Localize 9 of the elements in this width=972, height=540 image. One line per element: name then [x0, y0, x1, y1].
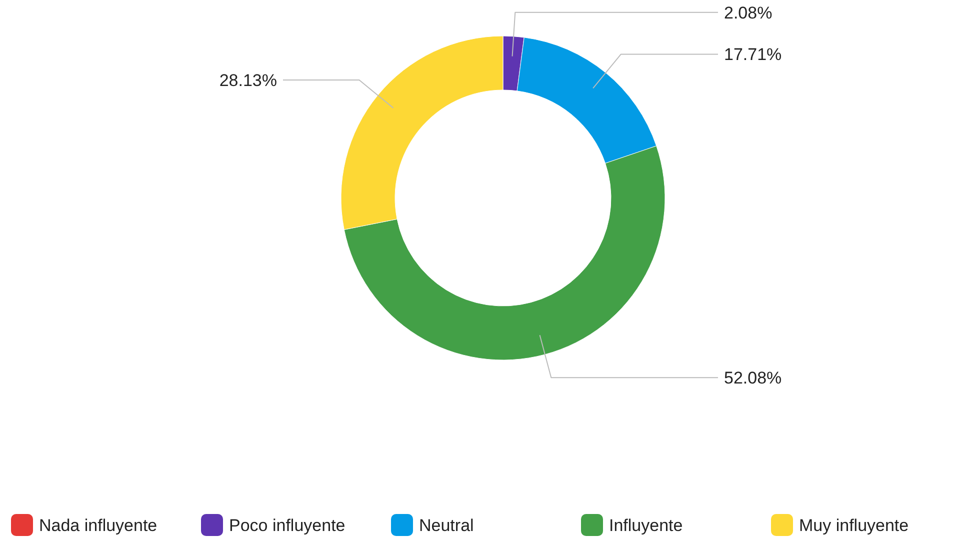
- data-label: 28.13%: [219, 70, 277, 90]
- legend-label: Poco influyente: [229, 516, 346, 535]
- data-label: 2.08%: [724, 3, 772, 22]
- legend-label: Nada influyente: [39, 516, 158, 535]
- legend-label: Muy influyente: [799, 516, 909, 535]
- data-label: 17.71%: [724, 45, 782, 64]
- data-label: 52.08%: [724, 368, 782, 388]
- legend-label: Neutral: [419, 516, 474, 535]
- legend-label: Influyente: [609, 516, 683, 535]
